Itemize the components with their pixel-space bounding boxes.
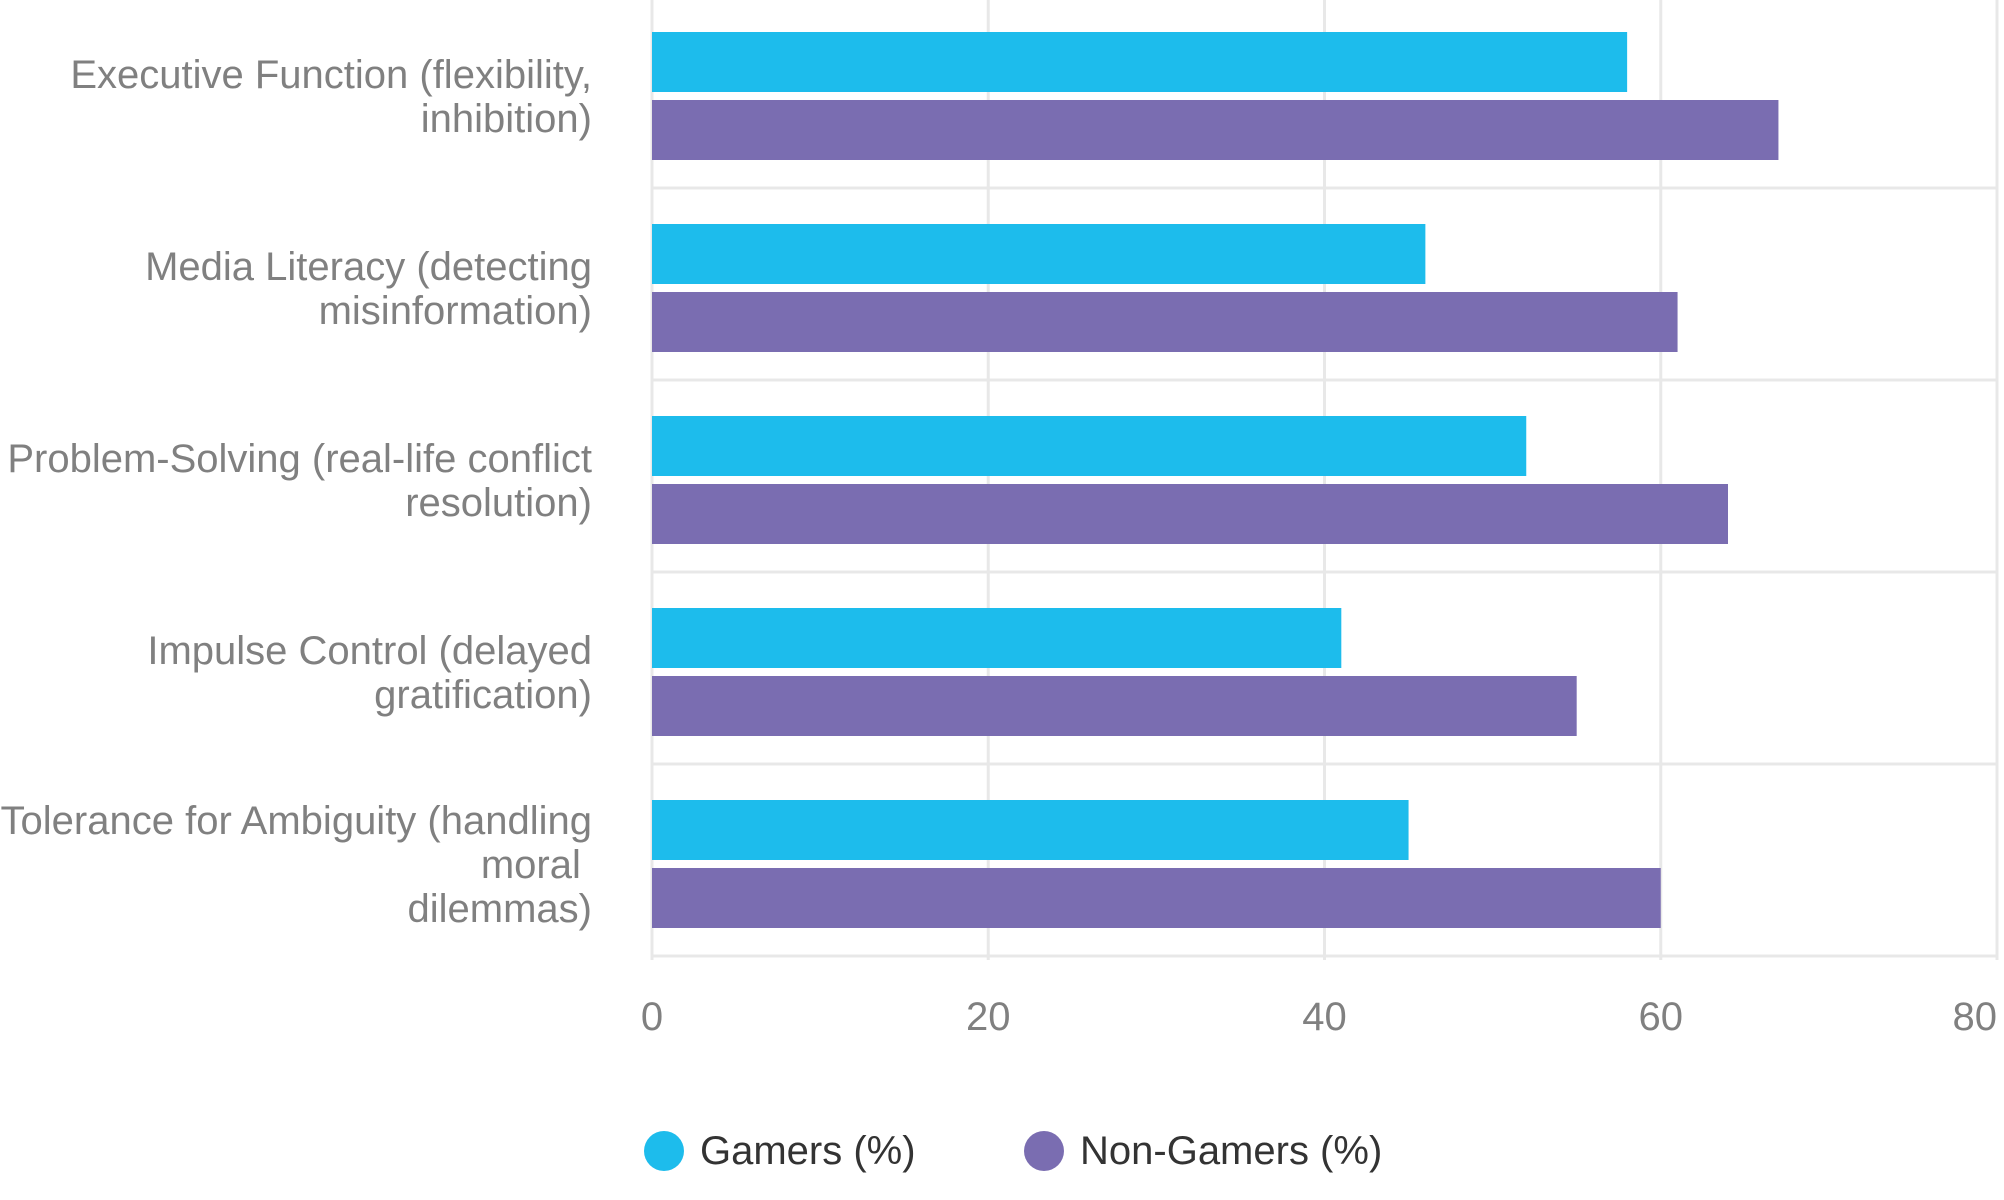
legend-swatch: [644, 1131, 684, 1171]
category-label-line: Impulse Control (delayed: [147, 629, 592, 673]
category-label-line: dilemmas): [408, 887, 592, 931]
category-label-line: inhibition): [421, 97, 592, 141]
legend[interactable]: Gamers (%) Non-Gamers (%): [644, 1129, 1382, 1173]
category-label: Executive Function (flexibility, inhibiti…: [70, 53, 592, 141]
category-label: Problem-Solving (real-life conflict resol…: [7, 437, 592, 525]
bar-gamers: [652, 224, 1426, 284]
bar-non-gamers: [652, 292, 1678, 352]
bar-gamers: [652, 800, 1409, 860]
bar-gamers: [652, 608, 1342, 668]
x-tick-label: 20: [966, 995, 1011, 1039]
bar-gamers: [652, 32, 1628, 92]
category-label-line: resolution): [405, 481, 592, 525]
bar-non-gamers: [652, 484, 1728, 544]
legend-swatch: [1024, 1131, 1064, 1171]
bars: [652, 32, 1779, 928]
category-label-line: Media Literacy (detecting: [145, 245, 592, 289]
bar-gamers: [652, 416, 1527, 476]
x-tick-label: 80: [1953, 995, 1998, 1039]
x-axis-ticks: 0 20 40 60 80: [641, 995, 1997, 1039]
category-label: Media Literacy (detecting misinformation): [145, 245, 592, 333]
legend-item-gamers[interactable]: Gamers (%): [644, 1129, 916, 1173]
category-label-line: gratification): [374, 673, 592, 717]
x-tick-label: 40: [1302, 995, 1347, 1039]
category-label: Impulse Control (delayed gratification): [147, 629, 592, 717]
legend-label: Non-Gamers (%): [1080, 1129, 1382, 1173]
legend-label: Gamers (%): [700, 1129, 916, 1173]
category-label-line: misinformation): [319, 289, 592, 333]
category-label-line: Tolerance for Ambiguity (handling: [1, 799, 592, 843]
bar-non-gamers: [652, 676, 1577, 736]
x-tick-label: 60: [1639, 995, 1684, 1039]
category-labels: Executive Function (flexibility, inhibiti…: [1, 53, 592, 931]
bar-non-gamers: [652, 100, 1779, 160]
category-label: Tolerance for Ambiguity (handling moral d…: [1, 799, 592, 931]
bar-non-gamers: [652, 868, 1661, 928]
category-label-line: Problem-Solving (real-life conflict: [7, 437, 592, 481]
category-label-line: Executive Function (flexibility,: [70, 53, 592, 97]
category-label-line: moral: [481, 843, 592, 887]
x-tick-label: 0: [641, 995, 663, 1039]
legend-item-non-gamers[interactable]: Non-Gamers (%): [1024, 1129, 1382, 1173]
